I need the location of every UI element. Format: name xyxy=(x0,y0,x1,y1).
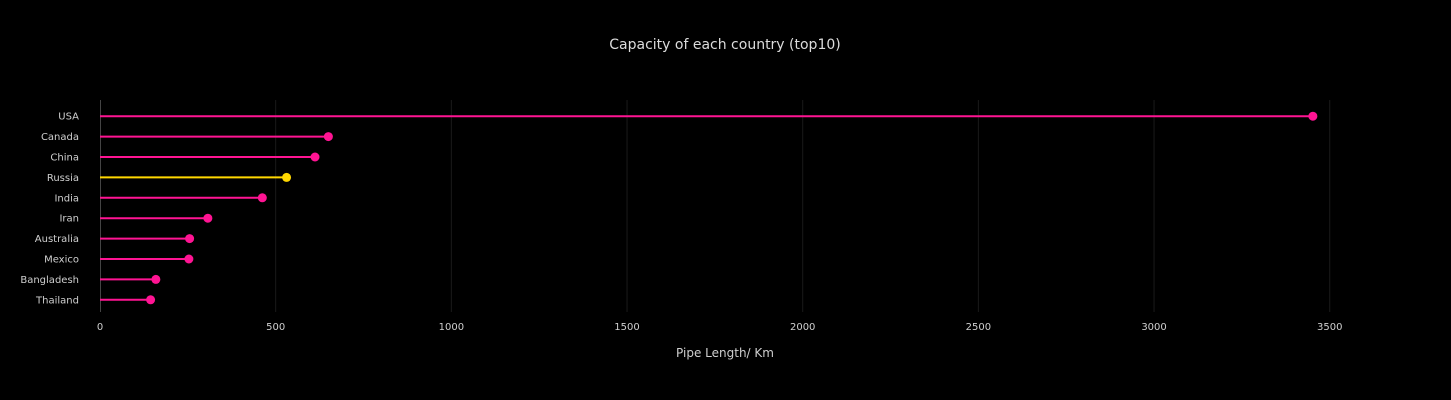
y-tick-label: Iran xyxy=(59,214,79,225)
chart-title: Capacity of each country (top10) xyxy=(609,37,840,53)
y-tick-label: USA xyxy=(58,112,79,123)
x-tick-label: 1000 xyxy=(439,322,464,333)
x-tick-label: 2000 xyxy=(790,322,815,333)
x-tick-label: 1500 xyxy=(614,322,639,333)
y-tick-label: China xyxy=(50,153,79,164)
x-tick-labels: 0 500 1000 1500 2000 2500 3000 3500 xyxy=(97,322,1343,333)
y-tick-label: Mexico xyxy=(44,255,79,266)
y-tick-label: Bangladesh xyxy=(20,275,79,286)
lollipop-point xyxy=(151,274,161,284)
y-tick-label: India xyxy=(54,193,79,204)
x-tick-label: 2500 xyxy=(966,322,991,333)
lollipop-point xyxy=(146,295,156,305)
lollipop-point xyxy=(310,152,320,162)
lollipop-point xyxy=(184,254,194,264)
lollipop-point xyxy=(323,132,333,142)
lollipop-point xyxy=(185,234,195,244)
data-marks xyxy=(100,111,1318,305)
x-tick-label: 0 xyxy=(97,322,103,333)
y-tick-label: Canada xyxy=(41,132,79,143)
lollipop-point xyxy=(1308,111,1318,121)
x-axis-title: Pipe Length/ Km xyxy=(676,346,774,360)
y-tick-labels: USA Canada China Russia India Iran Australia Me… xyxy=(20,112,79,307)
lollipop-point xyxy=(257,193,267,203)
y-tick-label: Russia xyxy=(47,173,79,184)
lollipop-point xyxy=(282,172,292,182)
y-tick-label: Thailand xyxy=(35,295,79,306)
x-tick-label: 3000 xyxy=(1141,322,1166,333)
y-tick-label: Australia xyxy=(35,234,79,245)
lollipop-point xyxy=(203,213,213,223)
grid-lines xyxy=(275,100,1331,312)
x-tick-label: 500 xyxy=(266,322,285,333)
x-tick-label: 3500 xyxy=(1317,322,1342,333)
